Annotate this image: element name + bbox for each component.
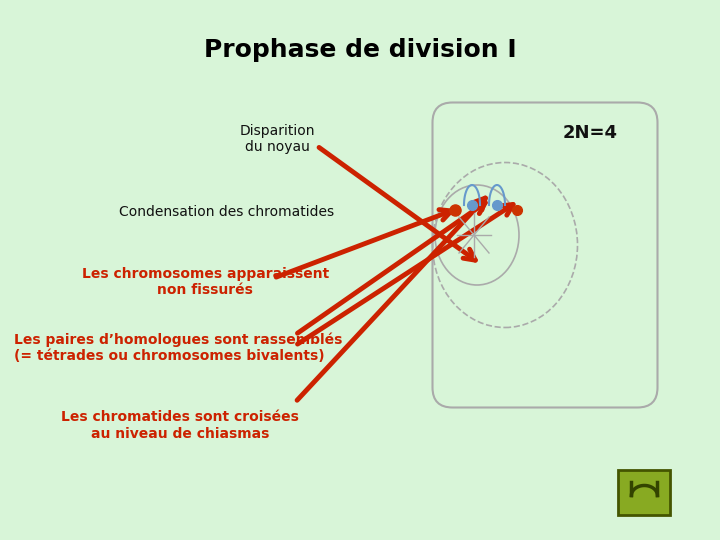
- Text: Les paires d’homologues sont rassemblés
(= tétrades ou chromosomes bivalents): Les paires d’homologues sont rassemblés …: [14, 332, 343, 363]
- FancyBboxPatch shape: [618, 470, 670, 515]
- Text: Les chromosomes apparaissent
non fissurés: Les chromosomes apparaissent non fissuré…: [81, 267, 329, 298]
- Text: 2N=4: 2N=4: [563, 124, 618, 142]
- Text: Prophase de division I: Prophase de division I: [204, 38, 516, 62]
- Text: Condensation des chromatides: Condensation des chromatides: [120, 205, 334, 219]
- Text: Les chromatides sont croisées
au niveau de chiasmas: Les chromatides sont croisées au niveau …: [61, 410, 299, 441]
- Text: Disparition
du noyau: Disparition du noyau: [240, 124, 315, 154]
